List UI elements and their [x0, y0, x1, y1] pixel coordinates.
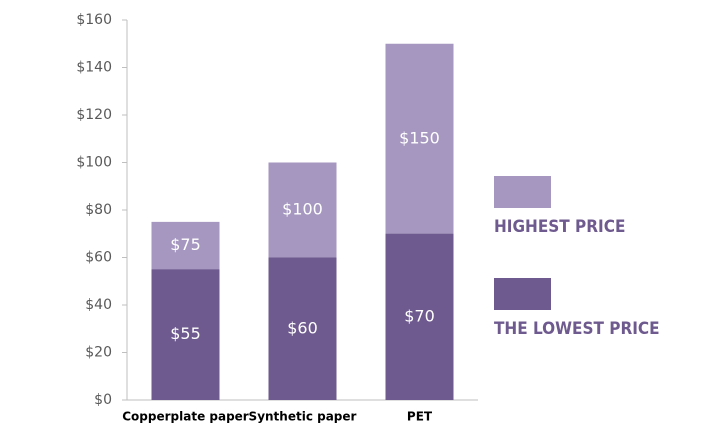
legend-label: HIGHEST PRICE [494, 217, 625, 237]
value-label: $100 [282, 200, 323, 219]
bar [268, 257, 337, 400]
y-tick-label: $160 [76, 12, 112, 28]
y-tick-label: $100 [76, 155, 112, 171]
legend-swatch [494, 278, 551, 310]
value-label: $60 [287, 318, 318, 337]
x-tick-label: Synthetic paper [249, 410, 357, 424]
y-tick-label: $40 [85, 297, 112, 313]
y-tick-label: $20 [85, 345, 112, 361]
x-tick-label: Copperplate paper [122, 410, 249, 424]
value-label: $75 [170, 235, 201, 254]
value-label: $70 [404, 306, 435, 325]
y-tick-label: $60 [85, 250, 112, 266]
value-label: $55 [170, 324, 201, 343]
bar [151, 269, 220, 400]
legend-label: THE LOWEST PRICE [494, 319, 660, 339]
bar [385, 233, 454, 400]
x-tick-label: PET [407, 410, 433, 424]
y-tick-label: $0 [94, 392, 112, 408]
y-tick-label: $120 [76, 107, 112, 123]
y-tick-label: $140 [76, 60, 112, 76]
y-tick-label: $80 [85, 202, 112, 218]
value-label: $150 [399, 128, 440, 147]
legend-swatch [494, 176, 551, 208]
